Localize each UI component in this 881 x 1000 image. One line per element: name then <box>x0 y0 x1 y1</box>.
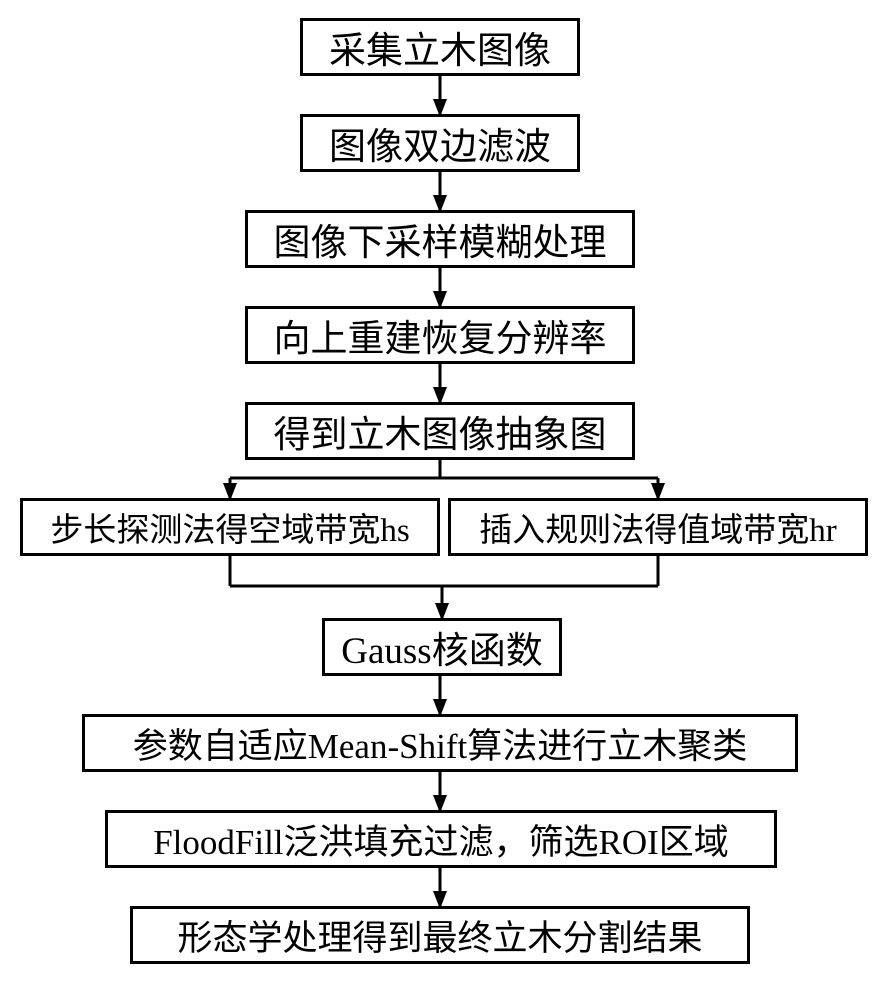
node-label: 采集立木图像 <box>329 20 551 74</box>
node-abstract-image: 得到立木图像抽象图 <box>245 402 635 460</box>
node-label: FloodFill泛洪填充过滤，筛选ROI区域 <box>153 814 729 865</box>
node-label: 参数自适应Mean-Shift算法进行立木聚类 <box>133 718 747 769</box>
node-mean-shift: 参数自适应Mean-Shift算法进行立木聚类 <box>82 714 798 772</box>
node-collect-image: 采集立木图像 <box>300 18 580 76</box>
node-bilateral-filter: 图像双边滤波 <box>300 114 580 172</box>
node-label: 图像下采样模糊处理 <box>274 212 607 266</box>
node-label: 形态学处理得到最终立木分割结果 <box>177 910 702 961</box>
node-label: 步长探测法得空域带宽hs <box>50 503 409 551</box>
edge-merge-horizontal <box>230 556 658 586</box>
edge-n5-branch <box>230 460 658 478</box>
node-label: Gauss核函数 <box>341 620 542 674</box>
node-insert-rule-hr: 插入规则法得值域带宽hr <box>448 498 868 556</box>
node-label: 插入规则法得值域带宽hr <box>479 503 837 551</box>
node-floodfill-roi: FloodFill泛洪填充过滤，筛选ROI区域 <box>105 810 777 868</box>
node-morphology-result: 形态学处理得到最终立木分割结果 <box>130 906 750 964</box>
node-upsample-restore: 向上重建恢复分辨率 <box>245 306 635 364</box>
node-label: 得到立木图像抽象图 <box>274 404 607 458</box>
node-downsample-blur: 图像下采样模糊处理 <box>245 210 635 268</box>
node-step-detect-hs: 步长探测法得空域带宽hs <box>20 498 440 556</box>
node-label: 图像双边滤波 <box>329 116 551 170</box>
node-label: 向上重建恢复分辨率 <box>274 308 607 362</box>
flowchart-canvas: 采集立木图像 图像双边滤波 图像下采样模糊处理 向上重建恢复分辨率 得到立木图像… <box>0 0 881 1000</box>
node-gauss-kernel: Gauss核函数 <box>322 618 562 676</box>
